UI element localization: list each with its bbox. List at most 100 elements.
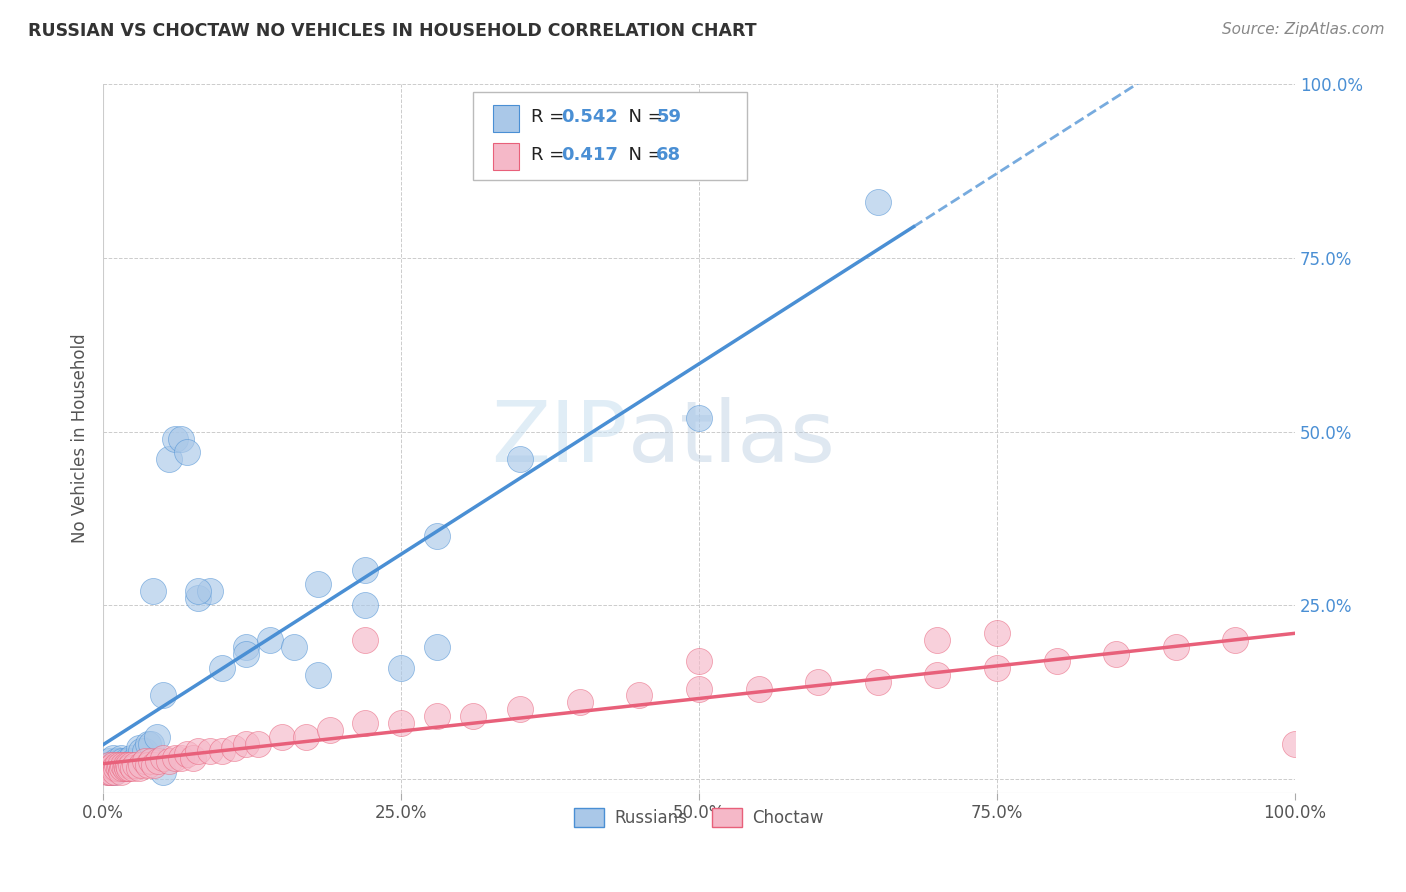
Point: [1284, 737, 1306, 751]
Legend: Russians, Choctaw: Russians, Choctaw: [568, 801, 831, 834]
Point: [122, 755, 145, 769]
Text: 68: 68: [657, 146, 682, 164]
Point: [157, 755, 180, 769]
Point: [138, 737, 160, 751]
Text: R =: R =: [531, 108, 569, 126]
Point: [115, 761, 138, 775]
Point: [117, 757, 139, 772]
Point: [307, 577, 329, 591]
Point: [128, 740, 150, 755]
Point: [108, 755, 131, 769]
Point: [96, 764, 118, 779]
Text: atlas: atlas: [627, 397, 835, 480]
Point: [104, 764, 127, 779]
Point: [200, 584, 222, 599]
Point: [1105, 647, 1128, 661]
Point: [97, 761, 120, 775]
Point: [271, 730, 294, 744]
Point: [509, 452, 531, 467]
Point: [98, 755, 121, 769]
Point: [98, 764, 121, 779]
Point: [354, 632, 377, 647]
Point: [426, 640, 449, 654]
Point: [128, 761, 150, 775]
Point: [107, 761, 129, 775]
Text: 0.417: 0.417: [561, 146, 617, 164]
Point: [187, 591, 209, 606]
Point: [100, 764, 122, 779]
Point: [235, 737, 257, 751]
Point: [307, 667, 329, 681]
Point: [112, 761, 135, 775]
Point: [748, 681, 770, 696]
Point: [688, 410, 710, 425]
Point: [120, 751, 142, 765]
Point: [111, 761, 134, 775]
Point: [389, 661, 412, 675]
Point: [117, 757, 139, 772]
Point: [111, 755, 134, 769]
Point: [807, 674, 830, 689]
Point: [235, 647, 257, 661]
Point: [145, 730, 167, 744]
Point: [866, 195, 889, 210]
Point: [152, 751, 174, 765]
Point: [169, 432, 191, 446]
Text: 59: 59: [657, 108, 681, 126]
Point: [98, 757, 121, 772]
Point: [181, 751, 204, 765]
Point: [461, 709, 484, 723]
Point: [108, 757, 131, 772]
Point: [101, 751, 124, 765]
Point: [187, 584, 209, 599]
Point: [104, 761, 127, 775]
Point: [107, 761, 129, 775]
Text: Source: ZipAtlas.com: Source: ZipAtlas.com: [1222, 22, 1385, 37]
Point: [568, 695, 591, 709]
Point: [927, 632, 949, 647]
Point: [114, 761, 136, 775]
Point: [105, 755, 128, 769]
Point: [114, 757, 136, 772]
Point: [294, 730, 316, 744]
Point: [118, 755, 141, 769]
Point: [139, 737, 162, 751]
Text: N =: N =: [617, 146, 668, 164]
Point: [866, 674, 889, 689]
Text: R =: R =: [531, 146, 569, 164]
Point: [628, 689, 651, 703]
Point: [169, 751, 191, 765]
Point: [146, 755, 169, 769]
Point: [129, 757, 152, 772]
Point: [110, 751, 132, 765]
Point: [98, 757, 121, 772]
Point: [986, 661, 1008, 675]
Point: [138, 757, 160, 772]
Point: [688, 654, 710, 668]
Point: [688, 681, 710, 696]
FancyBboxPatch shape: [494, 104, 519, 132]
Point: [139, 755, 162, 769]
Point: [107, 757, 129, 772]
Point: [97, 761, 120, 775]
Point: [101, 757, 124, 772]
Point: [96, 757, 118, 772]
Point: [163, 751, 186, 765]
Point: [143, 757, 166, 772]
Point: [235, 640, 257, 654]
Point: [103, 761, 125, 775]
Point: [122, 757, 145, 772]
Point: [110, 764, 132, 779]
Point: [110, 757, 132, 772]
Point: [101, 757, 124, 772]
Point: [107, 757, 129, 772]
Point: [114, 757, 136, 772]
Point: [100, 761, 122, 775]
Text: 0.542: 0.542: [561, 108, 617, 126]
Point: [426, 709, 449, 723]
Point: [211, 661, 233, 675]
Point: [114, 755, 136, 769]
Point: [134, 755, 156, 769]
Point: [118, 761, 141, 775]
Point: [124, 757, 146, 772]
